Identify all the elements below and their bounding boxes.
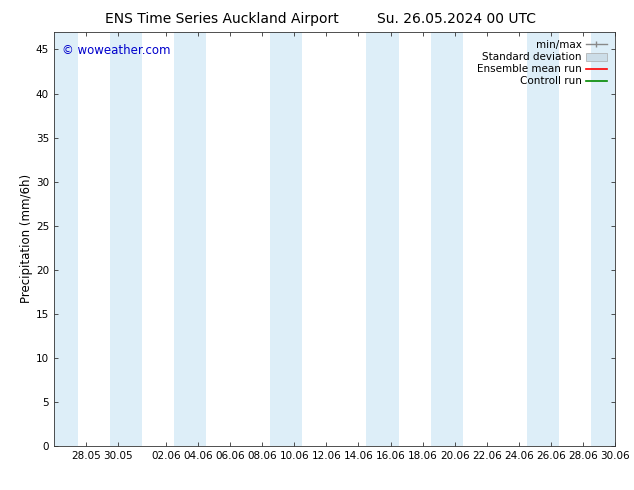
Bar: [110, 32, 142, 446]
Text: © woweather.com: © woweather.com: [62, 44, 171, 57]
Bar: [430, 32, 463, 446]
Bar: [270, 32, 302, 446]
Bar: [54, 32, 78, 446]
Bar: [366, 32, 399, 446]
Bar: [527, 32, 559, 446]
Bar: [591, 32, 615, 446]
Text: ENS Time Series Auckland Airport: ENS Time Series Auckland Airport: [105, 12, 339, 26]
Bar: [174, 32, 206, 446]
Y-axis label: Precipitation (mm/6h): Precipitation (mm/6h): [20, 174, 33, 303]
Legend: min/max, Standard deviation, Ensemble mean run, Controll run: min/max, Standard deviation, Ensemble me…: [474, 37, 610, 90]
Text: Su. 26.05.2024 00 UTC: Su. 26.05.2024 00 UTC: [377, 12, 536, 26]
